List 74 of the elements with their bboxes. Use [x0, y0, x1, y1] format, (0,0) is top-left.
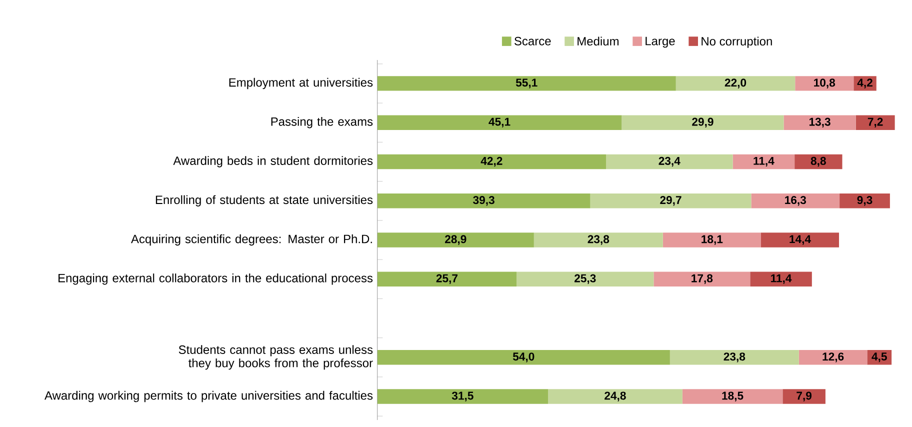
data-label: 12,6: [822, 352, 844, 362]
data-label: 54,0: [512, 352, 534, 362]
data-label: 22,0: [724, 78, 746, 88]
bar: [377, 115, 622, 130]
y-tick-label: Passing the exams: [271, 117, 373, 128]
data-label: 24,8: [604, 392, 626, 402]
bar: [534, 232, 663, 248]
bar: [751, 194, 840, 208]
y-tick-label: Enrolling of students at state universities: [156, 195, 373, 207]
data-label: 14,4: [790, 235, 811, 245]
data-label: 25,3: [574, 274, 596, 284]
bar: [622, 115, 784, 130]
y-tick-label: Acquiring scientific degrees: Master or Ph.D.: [130, 234, 372, 246]
data-label: 55,1: [516, 78, 538, 88]
data-label: 7,9: [796, 392, 812, 402]
bar: [670, 350, 799, 365]
data-label: 31,5: [452, 392, 474, 402]
y-tick-label: Awarding beds in student dormitories: [173, 156, 373, 168]
data-label: 17,8: [692, 274, 713, 284]
bar: [840, 194, 890, 208]
data-label: 29,7: [660, 196, 682, 206]
bar: [590, 194, 752, 208]
y-tick-label: Awarding working permits to private universities and faculties: [44, 391, 373, 402]
data-label: 29,9: [692, 118, 714, 128]
y-tick-label: Students cannot pass exams unless they buy books from the professor: [178, 345, 373, 370]
legend-label: No corruption: [702, 36, 772, 48]
bar: [548, 389, 682, 404]
bar: [377, 194, 590, 208]
bar: [784, 115, 856, 130]
legend-label: Large: [646, 37, 675, 48]
bar: [856, 115, 895, 130]
bar: [782, 389, 826, 404]
data-label: 11,4: [771, 274, 792, 284]
bar: [798, 350, 868, 365]
data-label: 28,9: [445, 235, 466, 246]
bar: [377, 350, 670, 365]
bar: [377, 272, 517, 287]
bar: [682, 389, 783, 404]
data-label: 13,3: [809, 118, 830, 128]
data-label: 7,2: [868, 118, 883, 128]
data-label: 23,4: [658, 157, 680, 167]
data-label: 4,5: [872, 352, 887, 362]
bar: [377, 232, 534, 248]
bar: [377, 154, 606, 170]
data-label: 10,8: [814, 78, 836, 88]
bar: [377, 389, 548, 404]
data-label: 8,8: [810, 157, 826, 167]
data-label: 45,1: [488, 118, 510, 128]
legend-label: Medium: [578, 36, 619, 46]
data-label: 39,3: [473, 196, 494, 206]
bar: [606, 154, 733, 170]
bar: [377, 76, 676, 91]
data-label: 18,5: [722, 392, 744, 402]
bar: [760, 232, 840, 248]
y-tick-label: Engaging external collaborators in the educational process: [58, 274, 373, 285]
bar: [654, 272, 750, 287]
y-tick-label: Employment at universities: [229, 78, 373, 90]
bar: [795, 76, 854, 91]
data-label: 4,2: [857, 78, 872, 88]
bar: [662, 232, 761, 248]
data-label: 16,3: [785, 196, 806, 206]
data-label: 23,8: [724, 352, 746, 362]
legend-label: Scarce: [514, 37, 551, 46]
bar: [750, 272, 812, 287]
bar: [732, 154, 795, 170]
data-label: 25,7: [436, 274, 458, 284]
data-label: 9,3: [857, 196, 872, 206]
bar: [676, 76, 796, 91]
data-label: 23,8: [588, 235, 610, 246]
bar: [794, 154, 842, 170]
data-label: 42,2: [480, 157, 502, 167]
data-label: 11,4: [754, 157, 774, 167]
bar: [516, 272, 654, 287]
data-label: 18,1: [702, 235, 723, 246]
